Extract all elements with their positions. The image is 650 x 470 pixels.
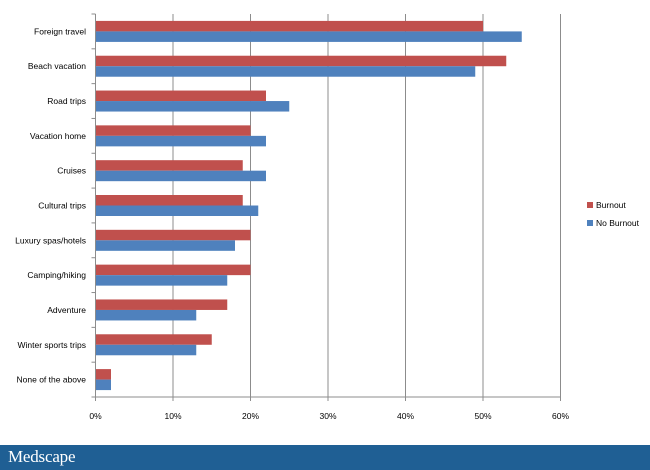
legend-label: No Burnout <box>596 218 640 228</box>
bar-no-burnout <box>95 135 266 147</box>
bar-burnout <box>95 229 251 241</box>
category-labels: Foreign travel Beach vacation Road trips Va… <box>15 26 86 384</box>
bar-no-burnout <box>95 170 266 182</box>
bar-no-burnout <box>95 205 259 216</box>
bar-burnout <box>95 299 228 310</box>
bar-chart: Foreign travel Beach vacation Road trips Va… <box>15 13 640 421</box>
x-tick-label: 10% <box>164 411 181 421</box>
bar-no-burnout <box>95 240 235 251</box>
legend-swatch <box>587 202 593 208</box>
category-label: Camping/hiking <box>27 270 86 280</box>
category-label: Road trips <box>47 96 86 106</box>
category-label: None of the above <box>17 375 87 385</box>
category-label: Foreign travel <box>34 26 86 36</box>
category-label: Beach vacation <box>28 61 86 71</box>
grid-lines <box>172 14 561 397</box>
bar-no-burnout <box>95 344 197 356</box>
bar-burnout <box>95 160 243 171</box>
legend-swatch <box>587 220 593 226</box>
bar-no-burnout <box>95 309 197 321</box>
category-label: Cultural trips <box>38 201 86 211</box>
bar-no-burnout <box>95 31 522 42</box>
x-tick-label: 30% <box>319 411 336 421</box>
medscape-logo: Medscape <box>8 447 76 466</box>
x-tick-label: 20% <box>242 411 259 421</box>
bar-no-burnout <box>95 101 290 112</box>
footer-bar: Medscape <box>0 445 650 470</box>
legend: Burnout No Burnout <box>587 200 640 228</box>
bar-no-burnout <box>95 379 111 391</box>
category-label: Cruises <box>57 166 86 176</box>
category-label: Luxury spas/hotels <box>15 235 86 245</box>
x-tick-label: 50% <box>474 411 491 421</box>
bar-no-burnout <box>95 275 228 286</box>
bar-burnout <box>95 125 251 136</box>
bar-no-burnout <box>95 66 476 77</box>
bar-burnout <box>95 264 251 276</box>
category-label: Adventure <box>47 305 86 315</box>
x-tick-labels: 0% 10% 20% 30% 40% 50% 60% <box>89 411 569 421</box>
bars <box>95 20 522 391</box>
bar-burnout <box>95 20 483 32</box>
x-tick-label: 40% <box>397 411 414 421</box>
bar-burnout <box>95 195 243 206</box>
legend-label: Burnout <box>596 200 626 210</box>
axes <box>91 13 561 401</box>
category-label: Winter sports trips <box>18 340 87 350</box>
category-label: Vacation home <box>30 131 86 141</box>
bar-burnout <box>95 369 111 380</box>
x-tick-label: 0% <box>89 411 102 421</box>
x-tick-label: 60% <box>552 411 569 421</box>
bar-burnout <box>95 55 507 67</box>
bar-burnout <box>95 90 266 102</box>
bar-burnout <box>95 334 212 345</box>
